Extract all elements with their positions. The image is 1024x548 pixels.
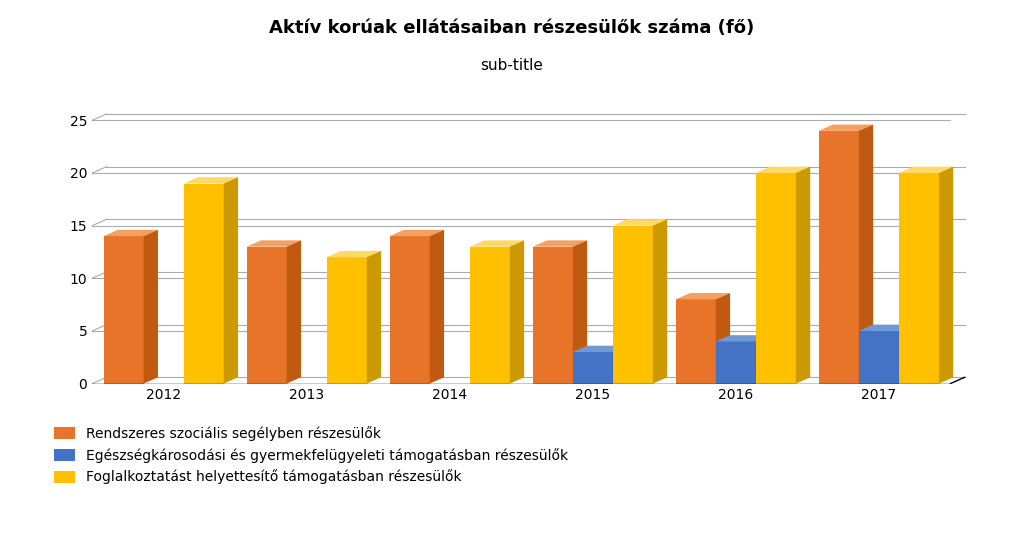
Polygon shape: [756, 173, 796, 384]
Polygon shape: [859, 331, 899, 384]
Text: sub-title: sub-title: [480, 58, 544, 72]
Polygon shape: [327, 251, 381, 257]
Polygon shape: [390, 230, 444, 236]
Legend: Rendszeres szociális segélyben részesülők, Egészségkárosodási és gyermekfelügyel: Rendszeres szociális segélyben részesülő…: [54, 426, 568, 484]
Polygon shape: [224, 177, 238, 384]
Polygon shape: [939, 167, 953, 384]
Polygon shape: [470, 247, 510, 384]
Polygon shape: [819, 124, 873, 131]
Polygon shape: [612, 346, 627, 384]
Polygon shape: [572, 352, 612, 384]
Text: Aktív korúak ellátásaiban részesülők száma (fő): Aktív korúak ellátásaiban részesülők szá…: [269, 19, 755, 37]
Polygon shape: [287, 241, 301, 384]
Polygon shape: [572, 241, 587, 384]
Polygon shape: [653, 219, 668, 384]
Polygon shape: [756, 167, 810, 173]
Polygon shape: [247, 241, 301, 247]
Polygon shape: [103, 236, 143, 384]
Polygon shape: [510, 241, 524, 384]
Polygon shape: [183, 184, 224, 384]
Polygon shape: [676, 293, 730, 299]
Polygon shape: [327, 257, 367, 384]
Polygon shape: [367, 251, 381, 384]
Polygon shape: [183, 177, 238, 184]
Polygon shape: [899, 167, 953, 173]
Polygon shape: [716, 341, 756, 384]
Polygon shape: [532, 247, 572, 384]
Polygon shape: [532, 241, 587, 247]
Polygon shape: [430, 230, 444, 384]
Polygon shape: [572, 346, 627, 352]
Polygon shape: [716, 335, 770, 341]
Polygon shape: [716, 293, 730, 384]
Polygon shape: [819, 131, 859, 384]
Polygon shape: [899, 173, 939, 384]
Polygon shape: [676, 299, 716, 384]
Polygon shape: [796, 167, 810, 384]
Polygon shape: [612, 219, 668, 226]
Polygon shape: [470, 241, 524, 247]
Polygon shape: [612, 226, 653, 384]
Polygon shape: [103, 230, 158, 236]
Polygon shape: [247, 247, 287, 384]
Polygon shape: [390, 236, 430, 384]
Polygon shape: [899, 324, 913, 384]
Polygon shape: [756, 335, 770, 384]
Polygon shape: [859, 124, 873, 384]
Polygon shape: [859, 324, 913, 331]
Polygon shape: [143, 230, 158, 384]
